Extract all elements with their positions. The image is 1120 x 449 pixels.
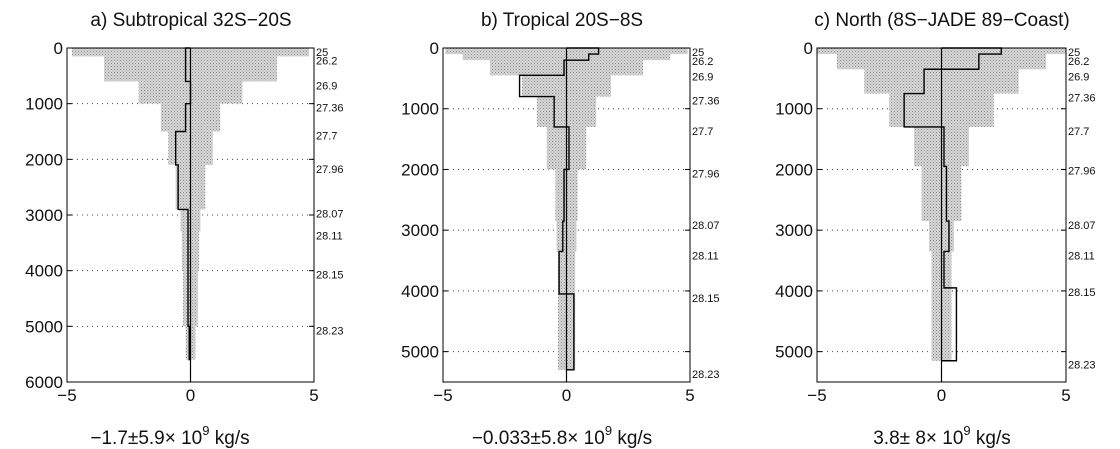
y-tick-label: 1000 [775, 100, 813, 119]
x-tick-label: 5 [685, 386, 694, 405]
density-label: 28.11 [1068, 250, 1095, 262]
x-tick-label: 5 [1061, 386, 1070, 405]
density-label: 27.36 [316, 103, 344, 115]
chart-title: b) Tropical 20S−8S [481, 10, 643, 31]
density-label: 26.2 [692, 56, 713, 68]
y-tick-label: 4000 [25, 262, 63, 281]
y-tick-label: 2000 [775, 160, 813, 179]
transport-profile [174, 47, 192, 361]
transport-profile [518, 47, 600, 371]
density-label: 28.15 [316, 270, 344, 282]
panel-b: b) Tropical 20S−8S −0.033±5.8× 109 kg/s … [401, 10, 719, 449]
y-tick-label: 0 [804, 39, 813, 58]
y-tick-label: 3000 [401, 221, 439, 240]
density-label: 28.23 [1068, 360, 1096, 372]
y-tick-label: 6000 [25, 373, 63, 392]
x-tick-label: −5 [433, 386, 452, 405]
density-label: 28.07 [692, 220, 720, 232]
y-tick-label: 3000 [775, 221, 813, 240]
x-tick-label: 0 [562, 386, 571, 405]
y-tick-label: 2000 [401, 160, 439, 179]
y-tick-label: 2000 [25, 150, 63, 169]
density-label: 25 [692, 47, 704, 59]
density-label: 27.7 [692, 126, 713, 138]
chart-title: a) Subtropical 32S−20S [90, 10, 291, 31]
x-tick-label: −5 [807, 386, 826, 405]
panel-a: a) Subtropical 32S−20S −1.7±5.9× 109 kg/… [25, 10, 343, 449]
y-tick-label: 5000 [25, 317, 63, 336]
density-label: 26.2 [316, 55, 337, 67]
y-tick-label: 5000 [775, 343, 813, 362]
density-label: 26.9 [316, 80, 337, 92]
density-label: 27.36 [1068, 93, 1096, 105]
x-axis-label: −0.033±5.8× 109 kg/s [472, 423, 652, 449]
x-tick-label: 0 [186, 386, 195, 405]
density-label: 28.11 [692, 250, 719, 262]
y-tick-label: 4000 [401, 282, 439, 301]
x-tick-label: 5 [309, 386, 318, 405]
density-label: 28.15 [692, 293, 720, 305]
density-label: 27.7 [1068, 126, 1089, 138]
x-axis-label: 3.8± 8× 109 kg/s [873, 423, 1011, 449]
y-tick-label: 0 [54, 39, 63, 58]
density-label: 28.23 [692, 369, 720, 381]
density-label: 26.9 [1068, 71, 1089, 83]
transport-profile [903, 47, 1002, 362]
y-tick-label: 4000 [775, 282, 813, 301]
x-tick-label: 0 [937, 386, 946, 405]
x-tick-label: −5 [57, 386, 76, 405]
y-tick-label: 3000 [25, 206, 63, 225]
density-label: 27.96 [692, 168, 720, 180]
y-tick-label: 1000 [25, 95, 63, 114]
density-label: 26.9 [692, 71, 713, 83]
x-axis-label: −1.7±5.9× 109 kg/s [90, 423, 249, 449]
density-label: 25 [1068, 47, 1080, 59]
density-label: 28.15 [1068, 287, 1096, 299]
density-label: 27.36 [692, 96, 720, 108]
density-label: 27.96 [316, 164, 344, 176]
density-label: 28.07 [1068, 220, 1096, 232]
density-label: 25 [316, 47, 328, 59]
density-label: 26.2 [1068, 56, 1089, 68]
density-label: 28.23 [316, 325, 344, 337]
chart-title: c) North (8S−JADE 89−Coast) [814, 10, 1070, 31]
density-label: 27.96 [1068, 165, 1096, 177]
y-tick-label: 0 [430, 39, 439, 58]
y-tick-label: 5000 [401, 343, 439, 362]
density-label: 27.7 [316, 131, 337, 143]
density-label: 28.07 [316, 208, 344, 220]
panel-c: c) North (8S−JADE 89−Coast) 3.8± 8× 109 … [775, 10, 1095, 449]
y-tick-label: 1000 [401, 100, 439, 119]
density-label: 28.11 [316, 231, 343, 243]
